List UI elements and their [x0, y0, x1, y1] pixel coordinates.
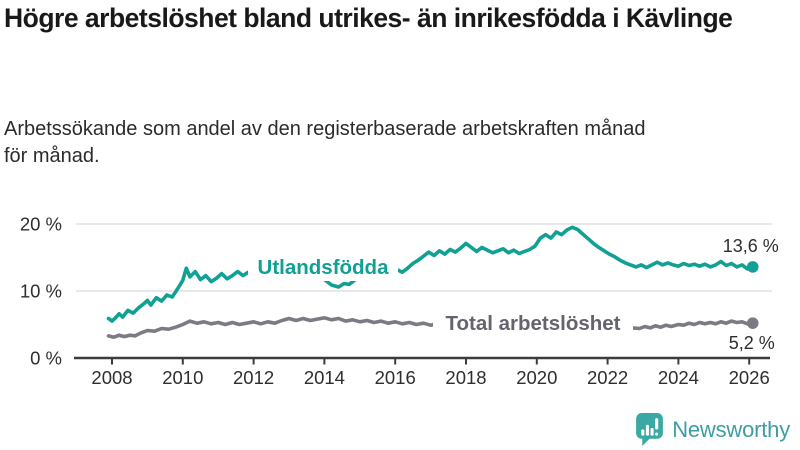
newsworthy-logo[interactable]: Newsworthy	[635, 412, 790, 447]
y-axis-tick-label: 0 %	[30, 348, 62, 369]
series-label-backing	[248, 252, 398, 281]
chart: 0 % 10 % 20 % 2008 2010 2012 2014 2016 2018 2020 2…	[0, 200, 800, 400]
series-end-dot	[746, 317, 759, 329]
series-line-utlandsfodda	[106, 225, 755, 323]
series-label-backing	[433, 308, 633, 336]
x-axis-tick-label: 2020	[516, 367, 557, 388]
line-chart: 0 % 10 % 20 % 2008 2010 2012 2014 2016 2018 2020 2…	[20, 214, 779, 389]
y-axis-tick-label: 20 %	[20, 214, 62, 235]
newsworthy-wordmark: Newsworthy	[672, 416, 790, 442]
series-label: Utlandsfödda	[258, 256, 390, 279]
x-axis-tick-label: 2026	[729, 367, 770, 388]
series-end-dot	[746, 261, 759, 273]
x-axis-tick-label: 2014	[304, 367, 345, 388]
series-label: Total arbetslöshet	[445, 312, 620, 335]
x-axis-tick-label: 2012	[233, 367, 274, 388]
series-end-value: 13,6 %	[723, 236, 779, 256]
page-title: Högre arbetslöshet bland utrikes- än inr…	[4, 3, 733, 33]
y-axis-tick-label: 10 %	[20, 281, 62, 302]
newsworthy-logo-icon	[635, 412, 664, 447]
x-axis-tick-label: 2022	[587, 367, 628, 388]
x-axis-tick-label: 2010	[162, 367, 203, 388]
x-axis-tick-label: 2016	[375, 367, 416, 388]
series-end-value: 5,2 %	[729, 333, 775, 353]
chart-subtitle: Arbetssökande som andel av den registerb…	[4, 118, 646, 167]
x-axis-tick-label: 2024	[658, 367, 699, 388]
x-axis-tick-label: 2008	[91, 367, 132, 388]
series-line-total	[106, 315, 755, 340]
x-axis-tick-label: 2018	[445, 367, 486, 388]
